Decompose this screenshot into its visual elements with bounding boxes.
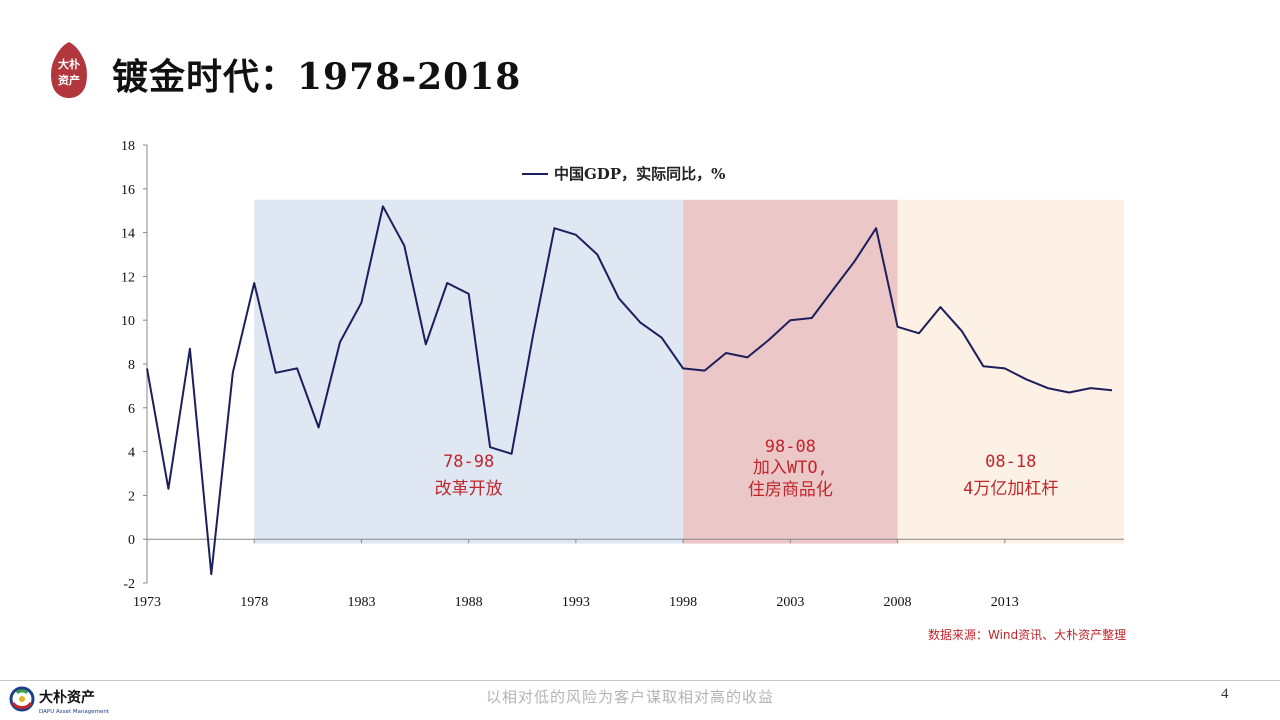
x-tick-label: 1998 (669, 595, 697, 610)
x-tick-label: 2003 (776, 595, 804, 610)
period-label-08-18-line2: 4万亿加杠杆 (963, 479, 1058, 499)
y-tick-label: 14 (121, 227, 135, 242)
footer-logo: 大朴资产 DAPU Asset Management (9, 686, 110, 715)
seal-text-bottom: 资产 (58, 73, 80, 87)
x-tick-label: 2008 (884, 595, 912, 610)
x-tick-label: 1978 (240, 595, 268, 610)
chart-legend: 中国GDP，实际同比，% (522, 165, 725, 183)
y-tick-label: 8 (128, 358, 135, 373)
period-label-08-18-line1: 08-18 (985, 452, 1036, 472)
y-tick-label: 12 (121, 270, 135, 285)
y-tick-label: 16 (121, 183, 135, 198)
y-tick-label: -2 (123, 577, 135, 592)
data-source-note: 数据来源：Wind资讯、大朴资产整理 (928, 628, 1127, 642)
period-label-78-98-line1: 78-98 (443, 452, 494, 472)
seal-logo: 大朴 资产 (51, 42, 87, 98)
x-tick-label: 1973 (133, 595, 161, 610)
seal-shape (51, 42, 87, 98)
footer-logo-emblem (9, 686, 35, 712)
footer-logo-sub: DAPU Asset Management (39, 709, 110, 715)
x-tick-label: 2013 (991, 595, 1019, 610)
y-tick-label: 2 (128, 489, 135, 504)
legend-label: 中国GDP，实际同比，% (554, 165, 725, 183)
series-line-gdp (146, 205, 1113, 576)
period-label-98-08-line2: 加入WTO, (753, 458, 828, 478)
period-label-98-08-line1: 98-08 (765, 437, 816, 457)
gdp-line-chart: -2 0 2 4 6 8 10 12 14 16 18 1973 1978 1983 1988 1993 199… (121, 139, 1124, 610)
period-band-98-08 (683, 199, 898, 544)
page-number: 4 (1221, 686, 1229, 702)
y-tick-label: 0 (128, 533, 135, 548)
y-tick-label: 6 (128, 402, 135, 417)
y-tick-label: 10 (121, 314, 135, 329)
x-tick-label: 1983 (347, 595, 375, 610)
x-tick-label: 1988 (455, 595, 483, 610)
period-band-78-98 (254, 199, 684, 544)
footer-logo-name: 大朴资产 (39, 689, 95, 706)
period-label-78-98-line2: 改革开放 (435, 479, 503, 499)
y-tick-label: 18 (121, 139, 135, 154)
x-tick-label: 1993 (562, 595, 590, 610)
page-title: 镀金时代：1978-2018 (112, 56, 522, 98)
y-tick-label: 4 (128, 446, 135, 461)
footer-slogan: 以相对低的风险为客户谋取相对高的收益 (485, 688, 774, 706)
period-label-98-08-line3: 住房商品化 (748, 480, 833, 500)
footer-divider (0, 680, 1280, 681)
seal-text-top: 大朴 (58, 57, 80, 71)
